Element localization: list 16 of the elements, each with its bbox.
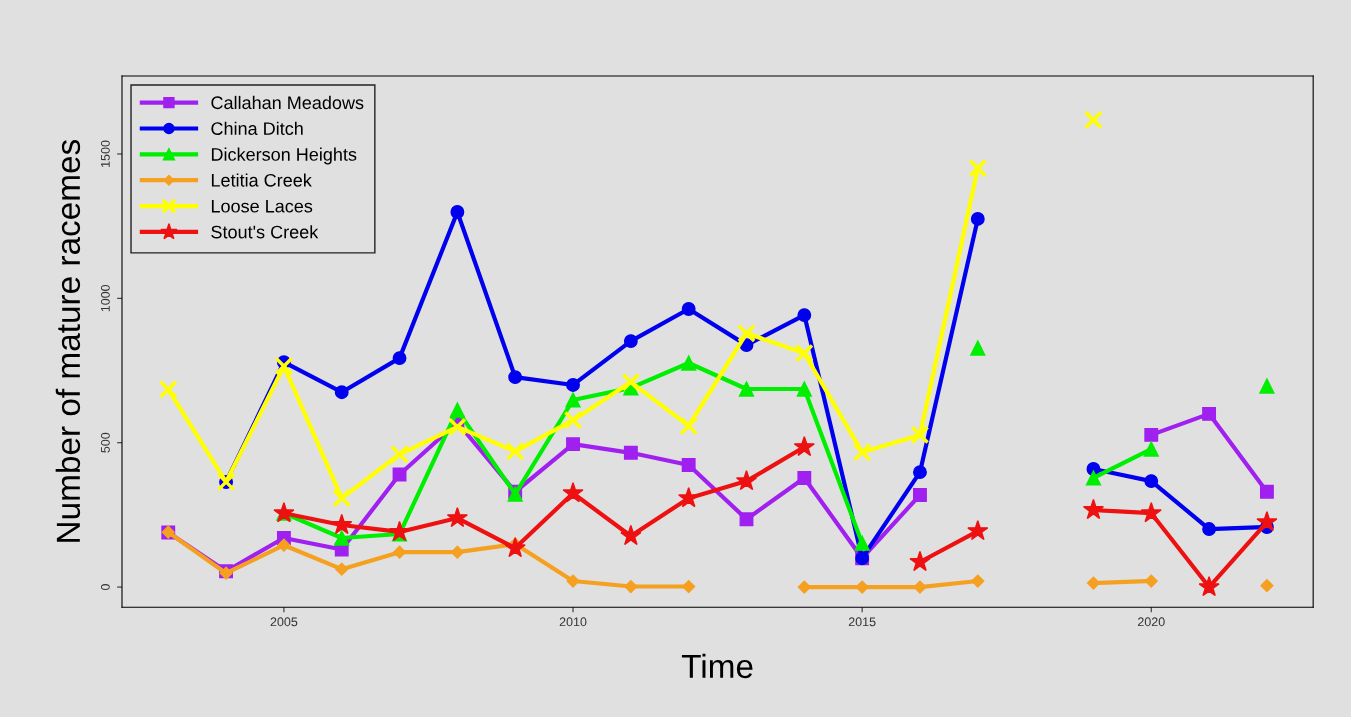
x-tick-label: 2005 [270,617,298,627]
legend-label: Stout's Creek [211,225,319,239]
legend-label: Dickerson Heights [211,147,357,165]
x-axis-title: Time [681,653,753,679]
y-tick-label: 1000 [100,284,110,312]
legend-label: Loose Laces [211,199,313,213]
y-tick-label: 500 [100,432,110,453]
y-tick-label: 1500 [100,140,110,167]
legend-label: Letitia Creek [211,173,312,187]
y-axis-title: Number of mature racemes [55,139,81,542]
y-tick-label: 0 [100,584,110,591]
legend-label: China Ditch [211,121,303,135]
x-tick-label: 2015 [848,617,876,627]
x-tick-label: 2020 [1137,617,1165,627]
legend-label: Callahan Meadows [211,95,364,110]
x-tick-label: 2010 [559,617,587,627]
